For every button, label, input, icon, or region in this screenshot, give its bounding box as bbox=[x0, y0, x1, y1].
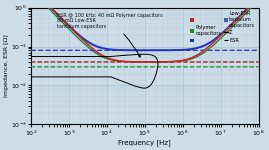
Y-axis label: Impedance, ESR [Ω]: Impedance, ESR [Ω] bbox=[4, 35, 9, 97]
X-axis label: Frequency [Hz]: Frequency [Hz] bbox=[118, 139, 171, 146]
Text: ESR @ 100 kHz: 40 mΩ Polymer capacitors
80 mΩ Low-ESR
tantalum capacitors: ESR @ 100 kHz: 40 mΩ Polymer capacitors … bbox=[57, 13, 163, 57]
Legend: , Polymer
capacitors, , Low-ESR
tantalum
capacitors, Z, ESR: , Polymer capacitors, , Low-ESR tantalum… bbox=[189, 10, 256, 44]
